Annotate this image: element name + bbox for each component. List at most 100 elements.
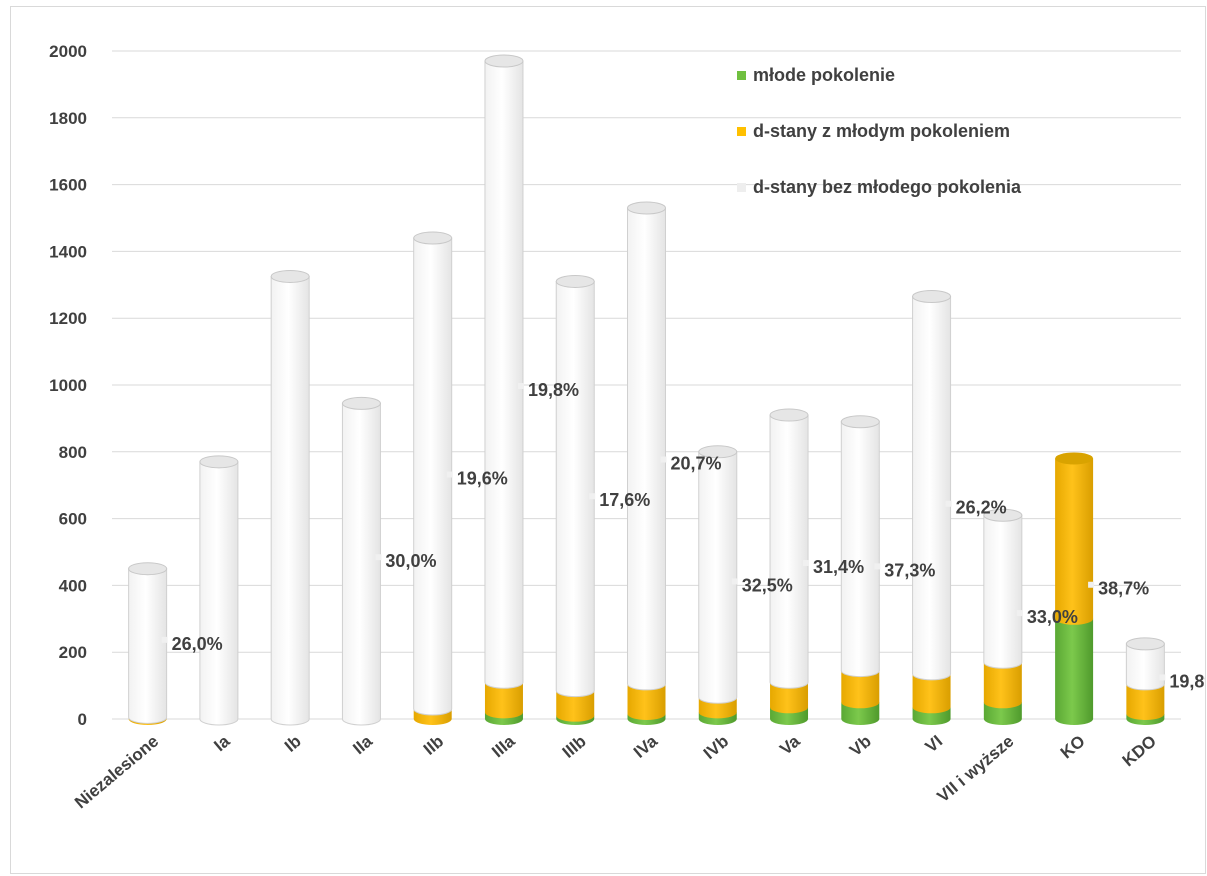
bar-top-cap — [270, 269, 310, 283]
x-axis-category-labels: Niezalesione Ia Ib IIa IIb IIIa IIIb IVa IVb Va Vb… — [71, 731, 1160, 812]
bar-top-cap — [413, 231, 453, 245]
percentage-label: 26,0% — [172, 634, 223, 654]
annotation-marker — [874, 563, 881, 570]
bar-segment — [128, 568, 168, 724]
bar-stack — [341, 396, 381, 726]
annotation-marker — [161, 636, 168, 643]
y-tick-label: 400 — [59, 576, 87, 595]
x-category-label: IIIa — [488, 731, 519, 761]
stacked-cylinder-bar-chart: 0 200 400 600 800 1000 1200 1400 1600 1800 2000 Ni… — [49, 42, 1205, 812]
bar-segment — [841, 702, 880, 725]
percentage-label: 37,3% — [884, 560, 935, 580]
bar-stack — [413, 231, 453, 725]
bar-segment — [199, 461, 239, 726]
bar-segment — [555, 280, 595, 698]
bar-top-cap — [555, 274, 595, 288]
bar-top-cap — [698, 445, 738, 459]
percentage-label: 19,8% — [528, 380, 579, 400]
bars — [128, 54, 1165, 726]
bar-segment — [484, 682, 523, 719]
bar-stack — [128, 562, 168, 725]
percentage-label: 17,6% — [599, 490, 650, 510]
x-category-label: IVa — [630, 731, 661, 762]
bar-segment — [983, 702, 1022, 725]
annotation-marker — [446, 471, 453, 478]
percentage-label: 19,6% — [457, 469, 508, 489]
percentage-label: 19,8% — [1169, 671, 1205, 691]
bar-segment — [698, 451, 738, 704]
bar-segment — [983, 662, 1022, 709]
x-category-label: KO — [1057, 732, 1089, 763]
bar-segment — [769, 414, 809, 689]
x-category-label: Ia — [210, 731, 233, 755]
bar-stack — [698, 445, 738, 725]
y-tick-label: 200 — [59, 643, 87, 662]
x-category-label: Ib — [281, 732, 305, 756]
bar-segment — [341, 402, 381, 726]
percentage-label: 38,7% — [1098, 579, 1149, 599]
bar-stack — [199, 455, 239, 726]
bar-top-cap — [484, 54, 524, 68]
legend-label: d-stany bez młodego pokolenia — [753, 177, 1022, 197]
bar-top-cap — [1055, 452, 1094, 465]
annotation-marker — [803, 560, 810, 567]
y-tick-label: 1800 — [49, 109, 87, 128]
x-category-label: IVb — [700, 732, 732, 764]
percentage-label: 31,4% — [813, 557, 864, 577]
bar-stack — [270, 269, 310, 726]
legend-label: młode pokolenie — [753, 65, 895, 85]
bar-stack — [983, 508, 1023, 725]
percentage-label: 20,7% — [671, 453, 722, 473]
percentage-label: 33,0% — [1027, 607, 1078, 627]
bar-segment — [912, 295, 952, 681]
bar-stack — [912, 289, 952, 725]
bar-segment — [556, 690, 595, 722]
y-tick-label: 600 — [59, 510, 87, 529]
bar-segment — [1055, 618, 1094, 725]
bar-segment — [1055, 458, 1094, 625]
bar-segment — [627, 683, 666, 720]
bar-segment — [841, 670, 880, 709]
bar-top-cap — [627, 201, 666, 215]
bar-stack — [769, 408, 809, 725]
y-tick-label: 0 — [78, 710, 87, 729]
x-category-label: VII i wyższe — [934, 732, 1018, 807]
annotation-marker — [589, 493, 596, 500]
y-tick-label: 2000 — [49, 42, 87, 61]
bar-top-cap — [840, 415, 880, 429]
bar-segment — [840, 421, 880, 678]
x-category-label: IIa — [349, 731, 376, 758]
annotation-marker — [1159, 674, 1166, 681]
bar-top-cap — [769, 408, 809, 422]
percentage-label: 32,5% — [742, 575, 793, 595]
annotation-marker — [1016, 610, 1023, 617]
annotation-marker — [517, 383, 524, 390]
legend-label: d-stany z młodym pokoleniem — [753, 121, 1010, 141]
x-category-label: KDO — [1119, 732, 1160, 771]
bar-segment — [270, 275, 310, 726]
bar-top-cap — [1125, 637, 1165, 651]
y-tick-label: 1000 — [49, 376, 87, 395]
bar-segment — [627, 207, 666, 691]
bar-segment — [413, 237, 453, 716]
bar-segment — [1125, 643, 1165, 691]
bar-top-cap — [983, 508, 1023, 522]
y-axis-tick-labels: 0 200 400 600 800 1000 1200 1400 1600 1800 2000 — [49, 42, 87, 729]
y-tick-label: 800 — [59, 443, 87, 462]
bar-stack — [484, 54, 524, 725]
bar-segment — [1126, 683, 1165, 720]
bar-segment — [770, 682, 809, 714]
x-category-label: IIIb — [559, 732, 590, 762]
chart-frame: 0 200 400 600 800 1000 1200 1400 1600 1800 2000 Ni… — [10, 6, 1206, 874]
bar-stack — [627, 201, 666, 725]
bar-top-cap — [199, 455, 239, 469]
x-category-label: Vb — [846, 732, 875, 761]
percentage-label: 30,0% — [385, 551, 436, 571]
x-category-label: Niezalesione — [71, 732, 162, 813]
legend: młode pokolenie d-stany z młodym pokoleni… — [737, 65, 1022, 197]
bar-stack — [555, 274, 595, 725]
annotation-marker — [945, 500, 952, 507]
x-category-label: VI — [922, 732, 947, 757]
bar-stack — [840, 415, 880, 725]
annotation-marker — [375, 554, 382, 561]
